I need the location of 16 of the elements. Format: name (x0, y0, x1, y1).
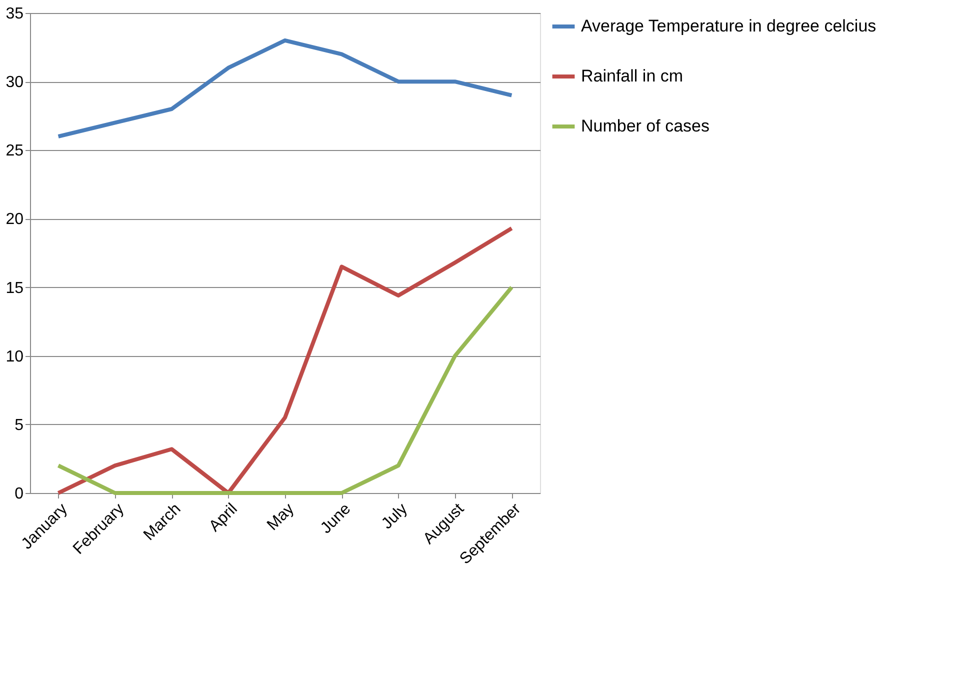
line-series (56, 226, 514, 495)
y-tick-label: 20 (6, 211, 24, 228)
legend-label: Average Temperature in degree celcius (581, 16, 876, 36)
y-tick-label: 5 (14, 416, 24, 434)
x-tick-label: May (264, 500, 298, 534)
legend-label: Number of cases (581, 116, 710, 136)
y-tick-label: 10 (6, 348, 24, 366)
line-series (56, 38, 514, 138)
y-tick-label: 35 (6, 6, 24, 22)
y-tick-label: 0 (14, 486, 24, 502)
y-tick-label: 15 (6, 280, 24, 297)
legend-label: Rainfall in cm (581, 66, 684, 86)
line-series (56, 285, 514, 495)
x-tick-label: July (378, 500, 411, 533)
y-tick-label: 30 (6, 74, 24, 92)
y-tick-label: 25 (6, 142, 24, 160)
